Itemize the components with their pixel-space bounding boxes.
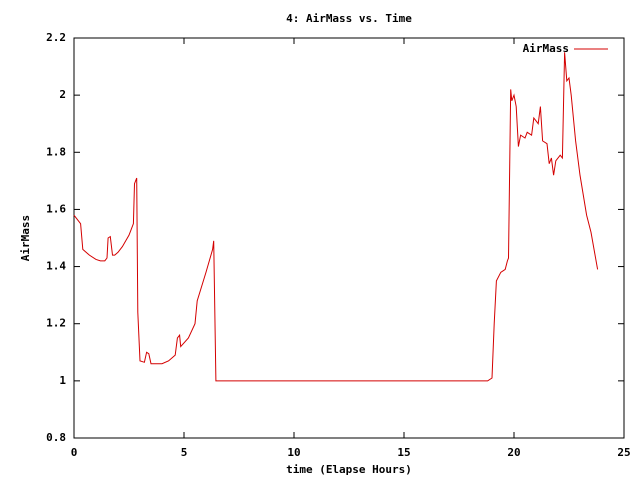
- x-tick-label: 15: [397, 446, 410, 459]
- y-tick-label: 1: [59, 374, 66, 387]
- y-tick-label: 2.2: [46, 31, 66, 44]
- y-axis-label: AirMass: [19, 215, 32, 261]
- x-tick-label: 25: [617, 446, 630, 459]
- y-tick-label: 1.4: [46, 260, 66, 273]
- y-tick-label: 0.8: [46, 431, 66, 444]
- x-tick-label: 0: [71, 446, 78, 459]
- x-tick-label: 5: [181, 446, 188, 459]
- data-line: [73, 52, 599, 382]
- legend-label: AirMass: [523, 42, 569, 55]
- y-tick-label: 1.8: [46, 145, 66, 158]
- chart-title: 4: AirMass vs. Time: [286, 12, 412, 25]
- x-axis-label: time (Elapse Hours): [286, 463, 412, 476]
- x-tick-label: 10: [287, 446, 300, 459]
- plot-frame: [73, 37, 625, 439]
- y-tick-label: 1.2: [46, 317, 66, 330]
- x-tick-label: 20: [507, 446, 520, 459]
- y-tick-label: 1.6: [46, 202, 66, 215]
- y-tick-label: 2: [59, 88, 66, 101]
